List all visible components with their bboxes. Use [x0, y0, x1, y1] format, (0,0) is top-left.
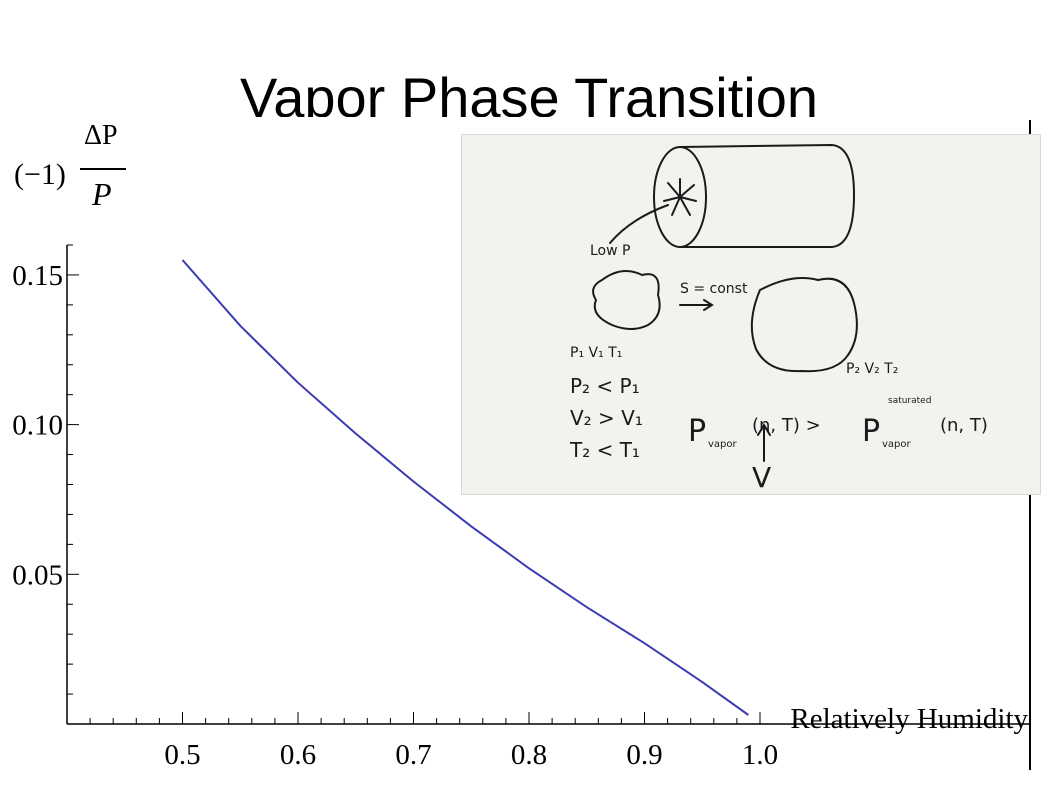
x-tick-label: 0.5: [164, 739, 200, 771]
expansion-arrow-icon: [679, 299, 714, 311]
y-tick-label: 0.05: [12, 559, 63, 591]
low-p-arrow-icon: [609, 204, 669, 244]
y-tick-label: 0.15: [12, 260, 63, 292]
x-axis-label: Relatively Humidity: [790, 703, 1028, 735]
s-const-label: S = const: [680, 281, 748, 297]
large-volume-icon: [750, 277, 858, 373]
x-tick-label: 0.6: [280, 739, 316, 771]
p-vapor-left-symbol: P: [688, 414, 706, 449]
data-series-line: [181, 259, 749, 716]
low-p-label: Low P: [590, 243, 630, 259]
y-axis-label-prefix: (−1): [14, 158, 66, 191]
y-axis-label-denominator: P: [92, 176, 112, 212]
x-tick-label: 0.8: [511, 739, 547, 771]
inset-photo-sketch: Low P S = const P₁ V₁ T₁ P₂ V₂ T₂ P₂ < P…: [569, 143, 988, 494]
cylinder-body-icon: [679, 143, 856, 248]
relation-temperature-label: T₂ < T₁: [569, 438, 640, 462]
y-axis-label: (−1) ΔP P: [12, 118, 132, 228]
state1-label: P₁ V₁ T₁: [570, 345, 622, 361]
p-vapor-middle-label: (n, T) >: [752, 415, 821, 436]
p-vapor-right-superscript: saturated: [888, 396, 931, 406]
x-tick-label: 0.9: [626, 739, 662, 771]
y-axis-label-fraction-bar: [80, 168, 126, 170]
p-vapor-right-symbol: P: [862, 414, 880, 449]
pointer-up-arrow-icon: [757, 423, 771, 462]
small-volume-icon: [592, 270, 661, 330]
relation-volume-label: V₂ > V₁: [570, 406, 643, 430]
x-tick-label: 0.7: [395, 739, 431, 771]
y-tick-label: 0.10: [12, 410, 63, 442]
slide-title: Vapor Phase Transition: [240, 66, 818, 117]
y-axis-label-numerator: ΔP: [84, 120, 118, 151]
state2-label: P₂ V₂ T₂: [846, 361, 898, 377]
v-mark-label: V: [752, 461, 771, 494]
inset-photo: Low P S = const P₁ V₁ T₁ P₂ V₂ T₂ P₂ < P…: [461, 134, 1041, 495]
relation-pressure-label: P₂ < P₁: [570, 374, 640, 398]
p-vapor-left-subscript: vapor: [708, 439, 738, 450]
p-vapor-end-label: (n, T): [940, 415, 988, 436]
x-tick-label: 1.0: [742, 739, 778, 771]
p-vapor-right-subscript: vapor: [882, 439, 912, 450]
